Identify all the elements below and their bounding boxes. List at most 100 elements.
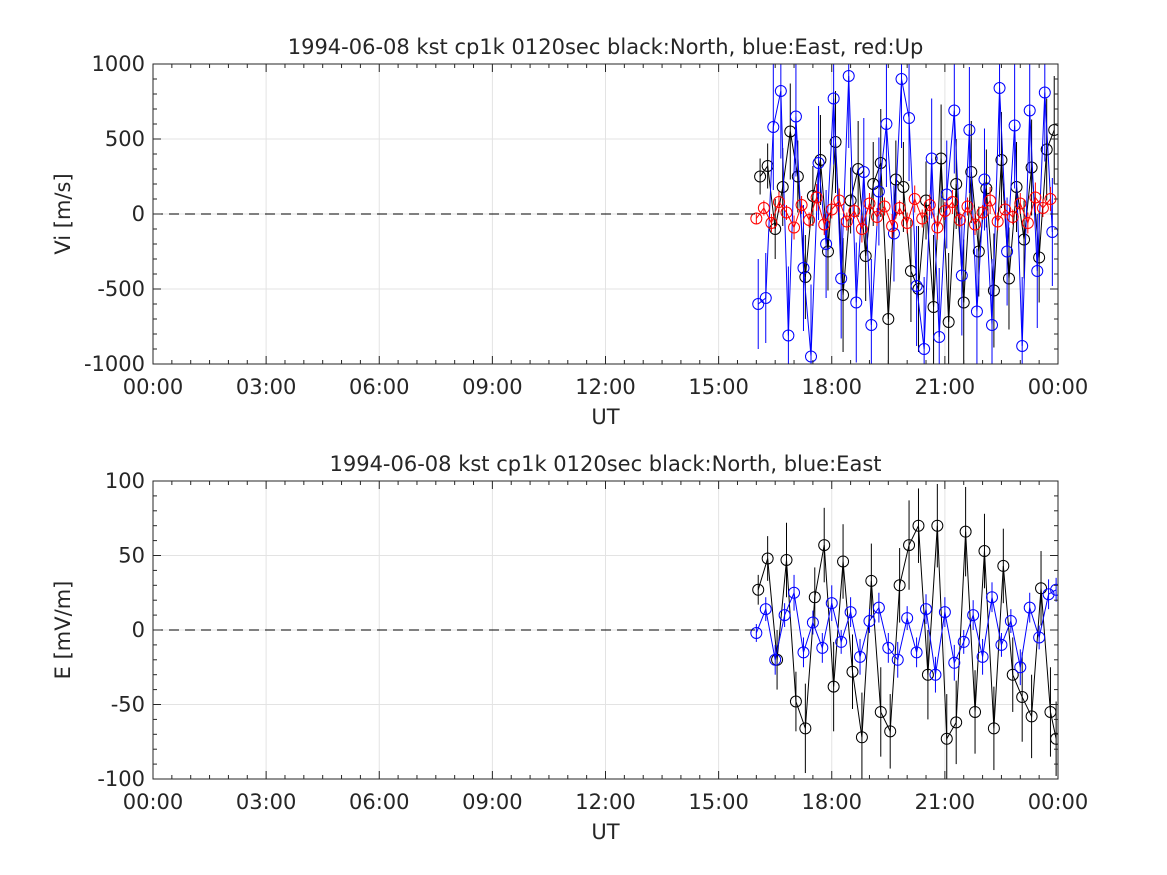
data-point (872, 601, 885, 614)
data-point (750, 212, 763, 225)
data-point (986, 319, 999, 331)
data-point (780, 206, 793, 219)
x-tick-label: 09:00 (462, 790, 523, 814)
x-tick-label: 18:00 (801, 375, 862, 399)
x-tick-label: 03:00 (236, 790, 297, 814)
data-point (1016, 340, 1029, 352)
y-tick-label: 0 (132, 618, 145, 642)
data-point (854, 650, 867, 663)
electric-field-panel: 00:00 03:00 06:00 09:00 12:00 15:00 18:00 21:00… (51, 452, 1088, 844)
data-point (835, 272, 848, 285)
data-point (820, 238, 833, 250)
data-point (1004, 615, 1017, 628)
data-point (991, 215, 1004, 228)
data-point (799, 722, 812, 735)
data-point (759, 292, 772, 304)
data-point (797, 262, 810, 274)
data-point (799, 271, 812, 283)
data-point (863, 615, 876, 628)
data-point (842, 70, 855, 82)
data-point (808, 591, 821, 604)
series-1 (750, 574, 1058, 693)
data-point (940, 732, 953, 745)
data-point (788, 221, 801, 234)
data-point (978, 173, 991, 186)
data-point (778, 609, 791, 622)
data-point (903, 112, 916, 124)
y-tick-label: -50 (111, 693, 145, 717)
x-tick-label: 12:00 (575, 375, 636, 399)
data-point (972, 245, 985, 258)
data-point (891, 653, 904, 666)
data-point (1040, 143, 1053, 156)
series-line (755, 195, 1051, 231)
data-point (1002, 272, 1015, 285)
data-point (933, 331, 946, 343)
y-tick-label: -100 (97, 767, 145, 791)
data-point (950, 716, 963, 729)
data-point (920, 603, 933, 616)
data-point (752, 298, 765, 310)
data-point (882, 641, 895, 654)
data-point (1029, 191, 1042, 204)
data-point (767, 121, 780, 133)
data-point (961, 200, 974, 213)
data-point (840, 215, 853, 228)
data-point (910, 646, 923, 659)
panel-title: 1994-06-08 kst cp1k 0120sec black:North,… (329, 452, 881, 476)
data-point (963, 124, 976, 136)
x-tick-label: 00:00 (123, 375, 184, 399)
data-point (844, 606, 857, 619)
data-point (878, 200, 891, 213)
data-point (871, 211, 883, 223)
data-point (1025, 710, 1038, 723)
data-point (887, 227, 900, 240)
data-point (855, 223, 868, 235)
data-point (803, 214, 816, 226)
y-tick-label: 1000 (92, 52, 145, 76)
data-point (837, 289, 850, 301)
series-line (757, 523, 1057, 741)
data-point (833, 194, 846, 207)
velocity-panel: 00:00 03:00 06:00 09:00 12:00 15:00 18:00 21:00… (51, 35, 1089, 429)
data-point (806, 616, 819, 629)
data-layer (750, 64, 1058, 364)
data-point (903, 539, 916, 552)
data-point (931, 221, 944, 234)
data-point (923, 199, 936, 211)
data-point (897, 181, 910, 193)
data-point (1050, 583, 1058, 596)
data-point (1035, 582, 1048, 595)
data-point (880, 118, 893, 130)
data-point (893, 202, 906, 214)
data-point (759, 603, 772, 616)
data-point (1042, 588, 1055, 601)
x-tick-label: 21:00 (915, 790, 976, 814)
data-point (1008, 119, 1021, 132)
x-tick-label: 12:00 (575, 790, 636, 814)
data-point (886, 220, 899, 232)
data-point (1038, 86, 1051, 99)
data-point (984, 194, 997, 207)
data-point (848, 205, 861, 217)
data-point (999, 203, 1012, 216)
data-point (957, 635, 970, 648)
data-point (1001, 245, 1014, 258)
data-point (857, 166, 870, 178)
y-axis-label: Vi [m/s] (51, 173, 75, 254)
data-point (835, 635, 848, 648)
data-point (882, 313, 895, 325)
data-point (1014, 661, 1027, 674)
data-point (1025, 161, 1038, 174)
x-tick-label: 00:00 (1028, 375, 1089, 399)
x-tick-label: 15:00 (688, 375, 749, 399)
y-axis-label: E [mV/m] (51, 581, 75, 680)
data-point (1016, 691, 1029, 704)
data-point (757, 202, 770, 214)
data-point (978, 545, 991, 558)
data-point (818, 539, 831, 552)
data-point (789, 695, 802, 708)
data-point (976, 650, 989, 663)
data-point (797, 646, 810, 659)
data-point (1044, 705, 1057, 718)
